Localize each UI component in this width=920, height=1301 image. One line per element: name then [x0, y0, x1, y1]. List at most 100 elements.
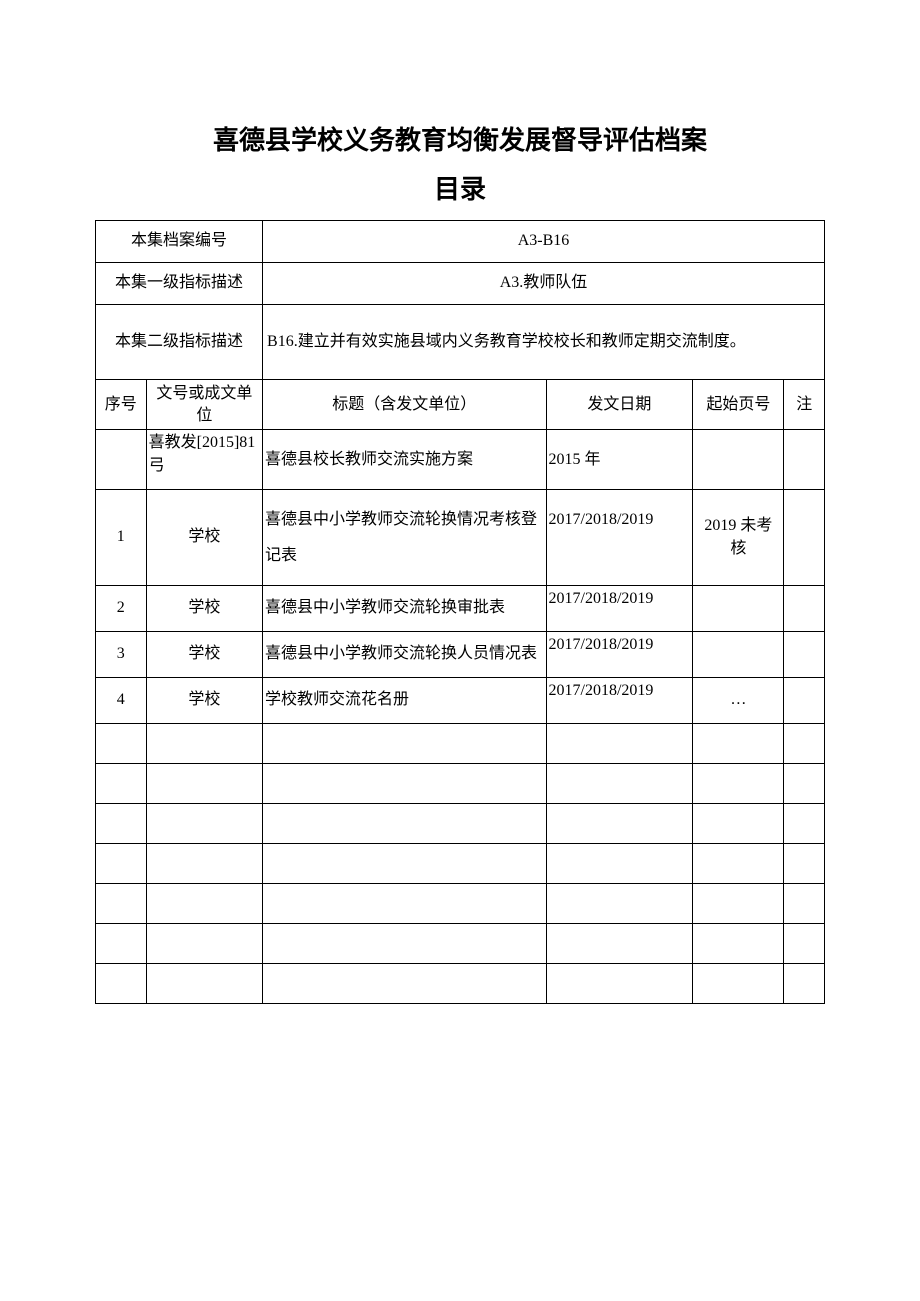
- cell-doc: [146, 883, 262, 923]
- cell-page: [693, 803, 784, 843]
- level1-label: 本集一级指标描述: [96, 263, 263, 305]
- cell-note: [784, 677, 825, 723]
- cell-seq: [96, 430, 147, 490]
- cell-title: [263, 803, 546, 843]
- cell-title: 喜德县中小学教师交流轮换人员情况表: [263, 631, 546, 677]
- header-row: 序号 文号或成文单位 标题（含发文单位） 发文日期 起始页号 注: [96, 380, 825, 430]
- cell-note: [784, 631, 825, 677]
- level1-value: A3.教师队伍: [263, 263, 825, 305]
- cell-note: [784, 883, 825, 923]
- cell-doc: [146, 723, 262, 763]
- cell-seq: [96, 763, 147, 803]
- level2-value: B16.建立并有效实施县域内义务教育学校校长和教师定期交流制度。: [263, 305, 825, 380]
- cell-page: [693, 430, 784, 490]
- cell-note: [784, 843, 825, 883]
- cell-title: [263, 883, 546, 923]
- meta-row-level2: 本集二级指标描述 B16.建立并有效实施县域内义务教育学校校长和教师定期交流制度…: [96, 305, 825, 380]
- cell-page: [693, 723, 784, 763]
- cell-title: [263, 723, 546, 763]
- cell-seq: [96, 803, 147, 843]
- meta-row-archive-no: 本集档案编号 A3-B16: [96, 221, 825, 263]
- cell-seq: [96, 723, 147, 763]
- meta-row-level1: 本集一级指标描述 A3.教师队伍: [96, 263, 825, 305]
- col-doc: 文号或成文单位: [146, 380, 262, 430]
- col-note: 注: [784, 380, 825, 430]
- cell-note: [784, 803, 825, 843]
- cell-seq: [96, 923, 147, 963]
- table-row: [96, 723, 825, 763]
- cell-note: [784, 723, 825, 763]
- cell-seq: [96, 883, 147, 923]
- cell-doc: [146, 763, 262, 803]
- cell-page: [693, 763, 784, 803]
- table-row: [96, 883, 825, 923]
- col-page: 起始页号: [693, 380, 784, 430]
- page-subtitle: 目录: [95, 169, 825, 206]
- cell-title: [263, 963, 546, 1003]
- cell-seq: [96, 963, 147, 1003]
- cell-date: [546, 843, 693, 883]
- cell-page: …: [693, 677, 784, 723]
- cell-title: [263, 763, 546, 803]
- cell-note: [784, 430, 825, 490]
- table-row: 4 学校 学校教师交流花名册 2017/2018/2019 …: [96, 677, 825, 723]
- cell-doc: 学校: [146, 631, 262, 677]
- cell-doc: 喜教发[2015]81 弓: [146, 430, 262, 490]
- archive-no-label: 本集档案编号: [96, 221, 263, 263]
- page-title: 喜德县学校义务教育均衡发展督导评估档案: [95, 120, 825, 157]
- cell-title: 喜德县中小学教师交流轮换审批表: [263, 585, 546, 631]
- cell-page: [693, 963, 784, 1003]
- col-date: 发文日期: [546, 380, 693, 430]
- cell-title: 喜德县校长教师交流实施方案: [263, 430, 546, 490]
- table-row: 3 学校 喜德县中小学教师交流轮换人员情况表 2017/2018/2019: [96, 631, 825, 677]
- cell-date: 2017/2018/2019: [546, 585, 693, 631]
- cell-page: [693, 883, 784, 923]
- cell-doc: [146, 803, 262, 843]
- cell-note: [784, 585, 825, 631]
- cell-date: 2017/2018/2019: [546, 677, 693, 723]
- cell-seq: [96, 843, 147, 883]
- table-row: [96, 843, 825, 883]
- cell-doc: 学校: [146, 677, 262, 723]
- archive-no-value: A3-B16: [263, 221, 825, 263]
- cell-date: [546, 723, 693, 763]
- level2-label: 本集二级指标描述: [96, 305, 263, 380]
- cell-seq: 2: [96, 585, 147, 631]
- cell-seq: 4: [96, 677, 147, 723]
- cell-page: 2019 未考核: [693, 490, 784, 585]
- cell-title: 学校教师交流花名册: [263, 677, 546, 723]
- table-row: 喜教发[2015]81 弓 喜德县校长教师交流实施方案 2015 年: [96, 430, 825, 490]
- table-row: [96, 923, 825, 963]
- table-row: [96, 963, 825, 1003]
- cell-page: [693, 923, 784, 963]
- cell-page: [693, 631, 784, 677]
- cell-doc: 学校: [146, 490, 262, 585]
- cell-date: [546, 763, 693, 803]
- cell-page: [693, 585, 784, 631]
- col-title: 标题（含发文单位）: [263, 380, 546, 430]
- cell-date: [546, 923, 693, 963]
- cell-date: 2017/2018/2019: [546, 631, 693, 677]
- cell-note: [784, 763, 825, 803]
- cell-seq: 1: [96, 490, 147, 585]
- table-row: [96, 803, 825, 843]
- cell-title: [263, 923, 546, 963]
- cell-note: [784, 490, 825, 585]
- cell-note: [784, 923, 825, 963]
- cell-date: [546, 803, 693, 843]
- table-row: [96, 763, 825, 803]
- cell-date: 2017/2018/2019: [546, 490, 693, 585]
- cell-doc: [146, 923, 262, 963]
- table-row: 1 学校 喜德县中小学教师交流轮换情况考核登记表 2017/2018/2019 …: [96, 490, 825, 585]
- cell-doc: [146, 963, 262, 1003]
- cell-date: [546, 963, 693, 1003]
- cell-doc: [146, 843, 262, 883]
- archive-table: 本集档案编号 A3-B16 本集一级指标描述 A3.教师队伍 本集二级指标描述 …: [95, 220, 825, 1004]
- cell-note: [784, 963, 825, 1003]
- cell-date: [546, 883, 693, 923]
- cell-seq: 3: [96, 631, 147, 677]
- cell-title: [263, 843, 546, 883]
- table-row: 2 学校 喜德县中小学教师交流轮换审批表 2017/2018/2019: [96, 585, 825, 631]
- cell-date: 2015 年: [546, 430, 693, 490]
- cell-page: [693, 843, 784, 883]
